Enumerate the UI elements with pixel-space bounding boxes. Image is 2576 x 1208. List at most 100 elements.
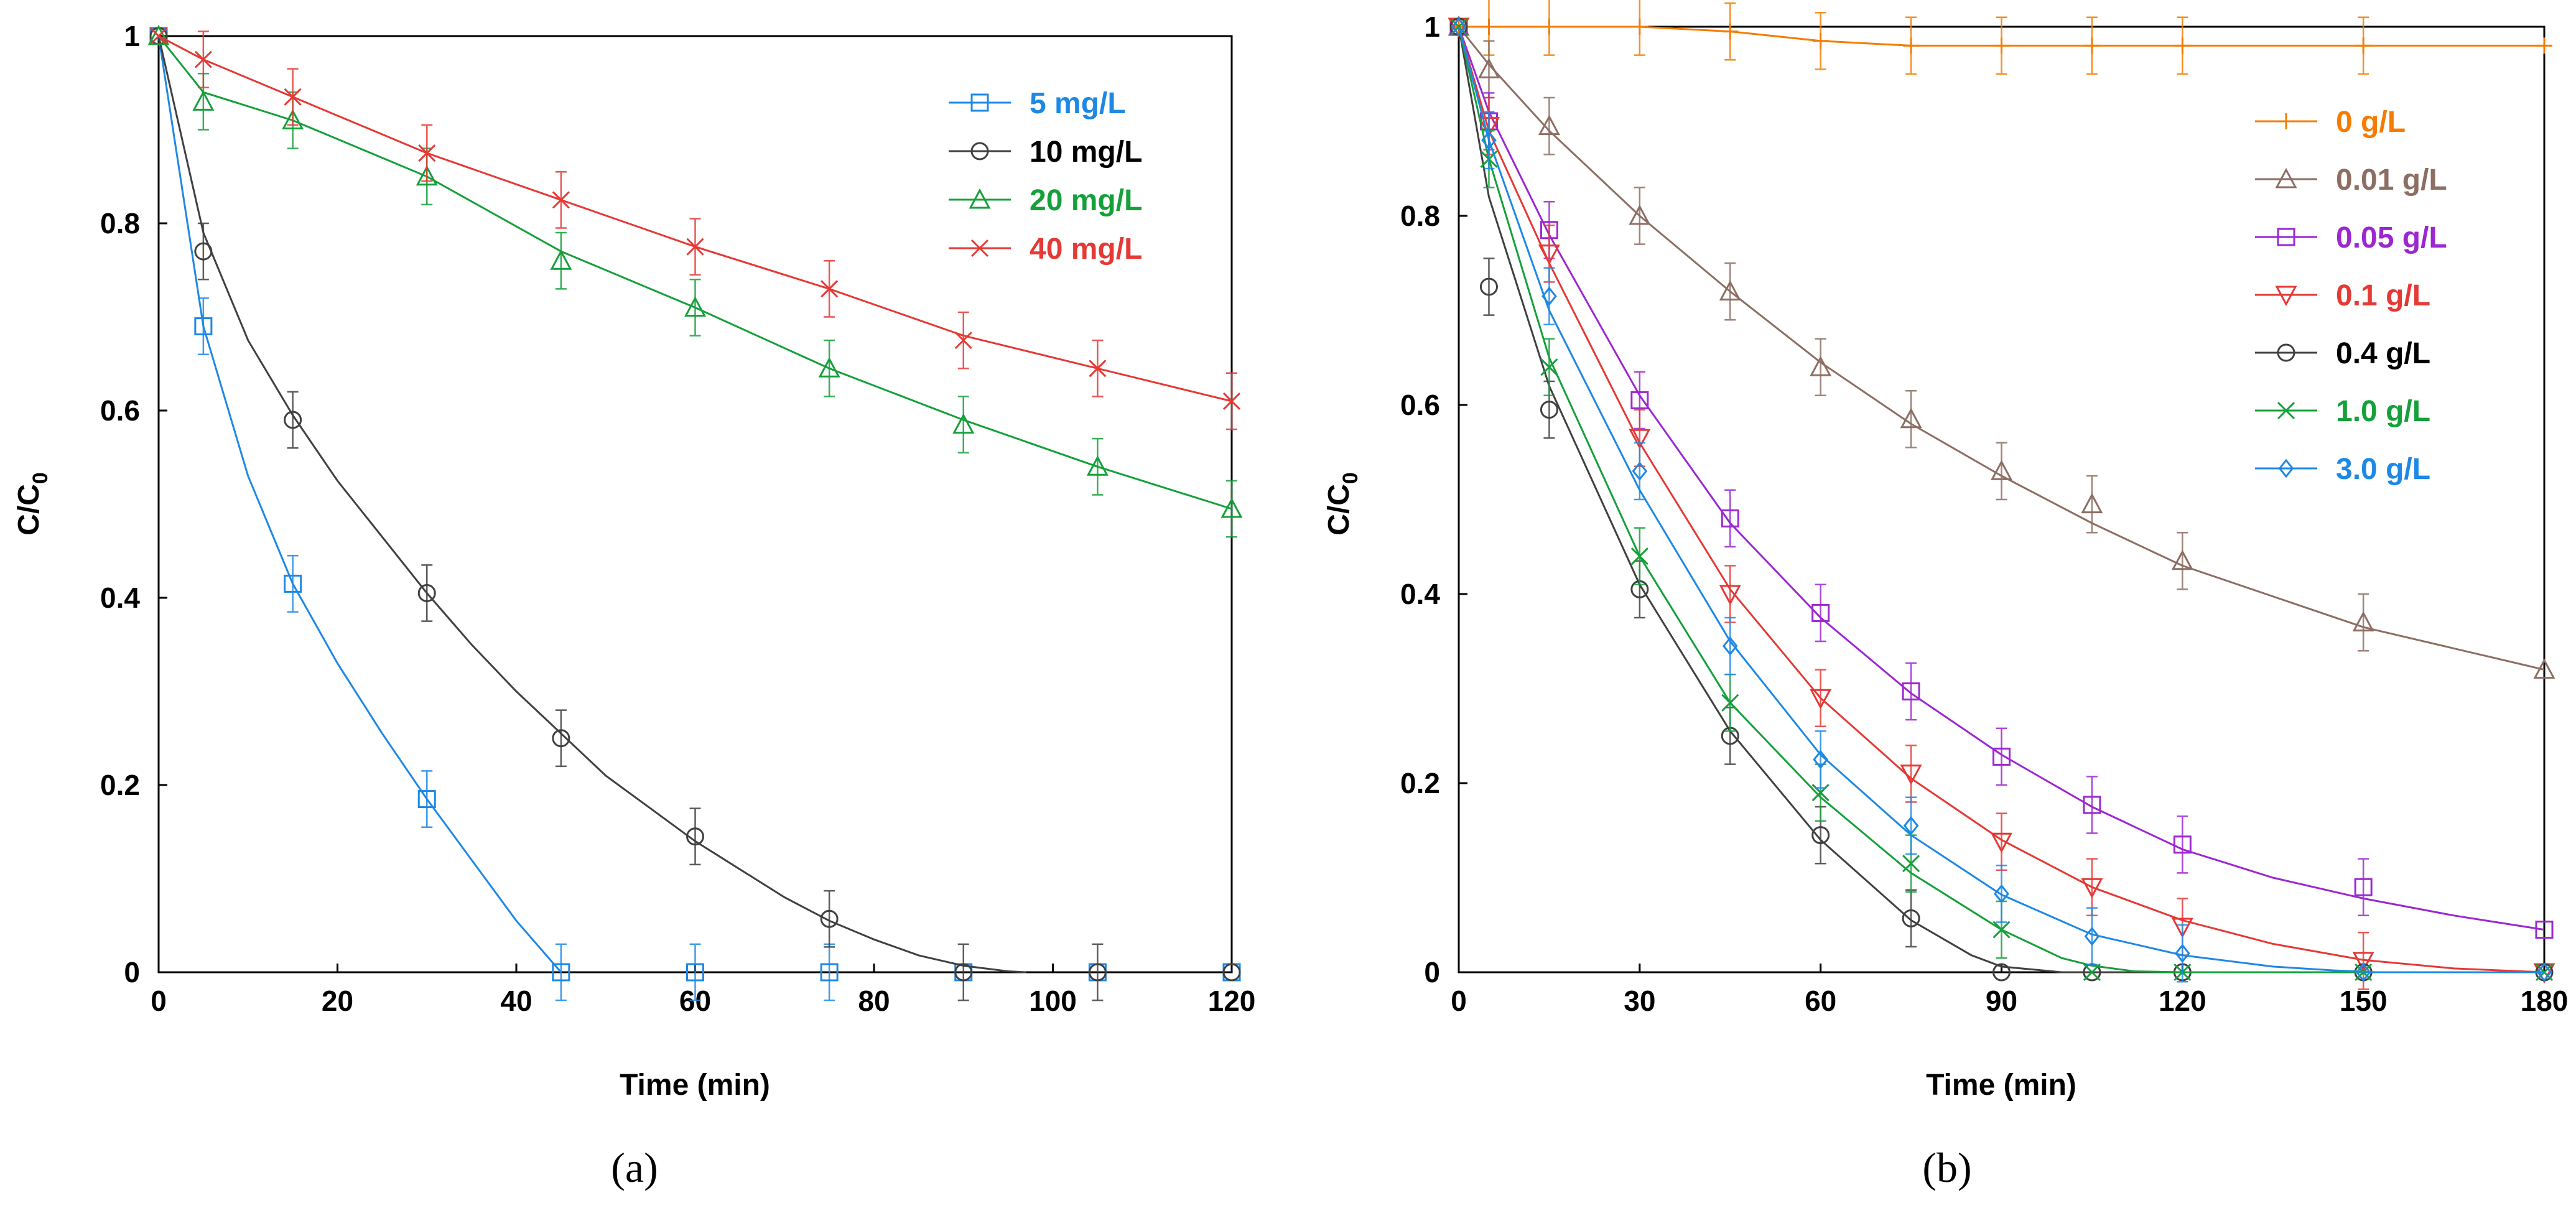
- series-line: [157, 35, 1026, 973]
- data-point: [2083, 963, 2101, 982]
- error-bar: [287, 555, 299, 613]
- y-axis-label-subscript-a: 0: [29, 472, 52, 484]
- legend-a: 5 mg/L 10 mg/L 20 mg/L 40 mg/L: [949, 87, 1142, 266]
- x-tick-label: 120: [1208, 985, 1256, 1017]
- data-point: [194, 242, 213, 261]
- x-tick-label: 90: [1986, 985, 2017, 1017]
- legend-label: 20 mg/L: [1030, 184, 1142, 217]
- data-point: [1631, 19, 1648, 35]
- error-bar: [824, 890, 835, 948]
- data-point: [821, 280, 839, 298]
- legend-entry: 5 mg/L: [949, 87, 1126, 120]
- legend-marker: [969, 188, 991, 209]
- legend-entry: 3.0 g/L: [2255, 453, 2430, 486]
- data-point: [952, 413, 975, 434]
- series-10-mg-l: [149, 27, 1241, 1001]
- data-point: [1721, 694, 1739, 712]
- error-bar: [1543, 267, 1555, 326]
- error-bar: [689, 943, 701, 1001]
- data-point: [684, 296, 707, 317]
- data-point: [2175, 944, 2190, 964]
- legend-entry: 0.1 g/L: [2255, 279, 2430, 312]
- data-point: [2536, 37, 2552, 54]
- data-point: [1994, 884, 2009, 904]
- data-point: [686, 827, 704, 846]
- data-point: [1632, 461, 1648, 481]
- error-bar: [2177, 815, 2188, 874]
- data-point: [1541, 286, 1557, 306]
- error-bar: [1724, 489, 1736, 548]
- data-point: [1538, 114, 1560, 136]
- legend-entry: 0.4 g/L: [2255, 337, 2430, 370]
- data-point: [1629, 204, 1651, 225]
- data-point: [2174, 37, 2191, 54]
- data-point: [1089, 360, 1107, 378]
- data-point: [818, 357, 840, 378]
- series-line: [1458, 26, 2545, 973]
- legend-marker: [970, 239, 989, 258]
- data-point: [1722, 23, 1739, 40]
- x-tick-label: 120: [2159, 985, 2206, 1017]
- data-point: [820, 963, 839, 982]
- legend-label: 0 g/L: [2336, 106, 2406, 139]
- data-point: [1221, 497, 1243, 518]
- data-point: [2355, 962, 2371, 982]
- series-group-a: [147, 24, 1243, 1001]
- data-point: [954, 963, 973, 982]
- legend-marker: [2277, 228, 2295, 246]
- series-line: [158, 35, 1232, 402]
- y-axis-label-main-b: C/C: [1323, 484, 1355, 536]
- data-point: [1630, 547, 1648, 565]
- y-axis-ticks-a: 0 0.2 0.4 0.6 0.8 1: [100, 20, 167, 988]
- data-point: [1086, 455, 1109, 476]
- legend-entry: 0.01 g/L: [2255, 164, 2447, 197]
- data-point: [1629, 429, 1651, 450]
- error-bar: [1483, 258, 1495, 316]
- error-bar: [2177, 531, 2188, 590]
- y-axis-ticks-b: 0 0.2 0.4 0.6 0.8 1: [1400, 11, 1467, 988]
- legend-marker: [970, 142, 989, 160]
- data-point: [1479, 277, 1498, 296]
- data-point: [1812, 32, 1829, 49]
- data-point: [1902, 682, 1920, 701]
- data-point: [820, 909, 839, 928]
- data-point: [282, 109, 304, 129]
- x-tick-label: 150: [2340, 985, 2388, 1017]
- x-tick-label: 20: [322, 985, 353, 1017]
- legend-marker: [2277, 401, 2295, 420]
- legend-entry: 20 mg/L: [949, 184, 1142, 217]
- data-point: [1902, 855, 1920, 873]
- y-axis-label-b: C/C0: [1323, 472, 1362, 536]
- error-bar: [1226, 480, 1237, 538]
- series-group-b: [1448, 0, 2555, 990]
- error-bar: [824, 339, 835, 397]
- error-bar: [2086, 858, 2098, 917]
- data-point: [194, 317, 213, 336]
- error-bar: [197, 297, 209, 355]
- y-tick-label: 0.2: [100, 769, 140, 801]
- legend-entry: 1.0 g/L: [2255, 395, 2430, 428]
- data-point: [1722, 636, 1738, 656]
- data-point: [2355, 37, 2372, 54]
- data-point: [2171, 918, 2193, 939]
- panel-a: 0 20 40 60 80 100 120 00.20.40.60.81 5 mg/L10 …: [12, 20, 1255, 1191]
- data-point: [417, 583, 436, 602]
- series-20-mg-l: [147, 24, 1243, 538]
- error-bar: [1996, 864, 2007, 923]
- error-bar: [287, 391, 299, 449]
- y-tick-label: 0.4: [100, 582, 140, 614]
- data-point: [1811, 826, 1830, 845]
- data-point: [1222, 963, 1241, 982]
- data-point: [1993, 37, 2010, 54]
- data-point: [284, 574, 302, 593]
- error-bar: [421, 770, 433, 828]
- x-axis-label-b: Time (min): [1926, 1069, 2076, 1102]
- error-bar: [1905, 796, 1917, 855]
- data-point: [284, 411, 302, 429]
- error-bar: [2358, 593, 2369, 652]
- x-tick-label: 80: [858, 985, 890, 1017]
- data-point: [1903, 815, 1919, 835]
- error-bar: [555, 231, 567, 290]
- legend-label: 40 mg/L: [1030, 233, 1142, 266]
- data-point: [2533, 658, 2555, 679]
